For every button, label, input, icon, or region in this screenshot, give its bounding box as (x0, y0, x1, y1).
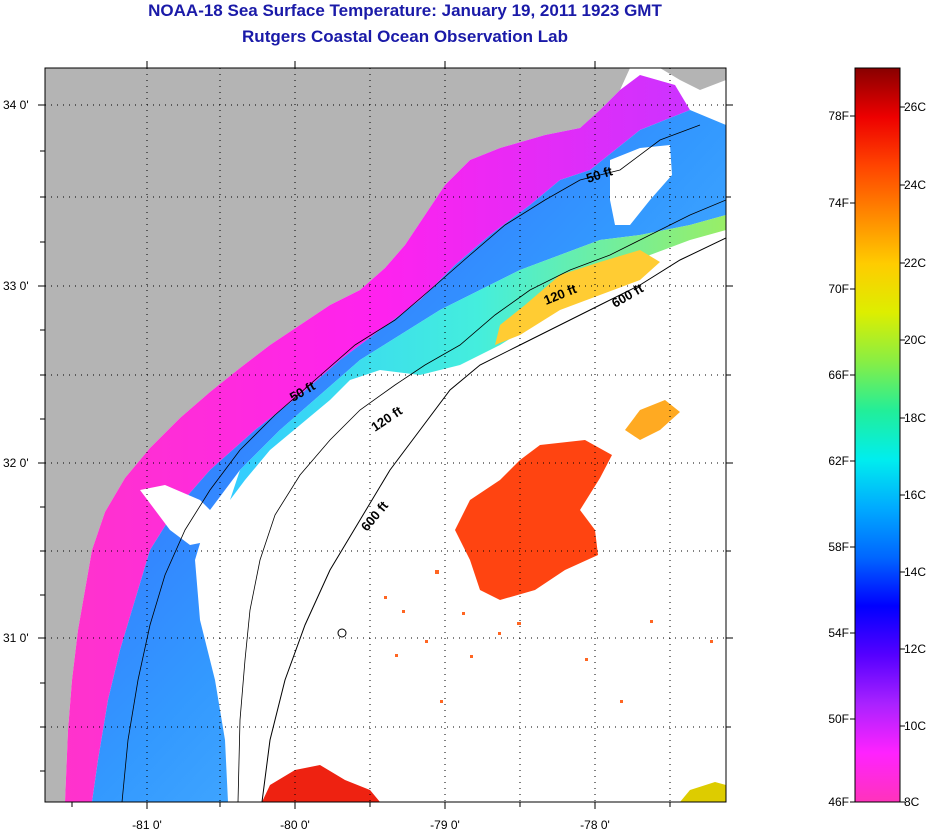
colorbar-f-label: 70F (828, 282, 849, 296)
sst-band-aqua (230, 215, 726, 500)
map-subtitle: Rutgers Coastal Ocean Observation Lab (242, 27, 568, 46)
colorbar-f-label: 50F (828, 712, 849, 726)
axis-ticks (38, 61, 733, 809)
lat-tick-label: 32 0' (3, 456, 29, 470)
no-data-gap-south (140, 485, 220, 545)
sst-band-cold-shelf (65, 75, 690, 802)
seamount-contour (337, 628, 347, 638)
land-outer-banks (660, 68, 726, 90)
colorbar-scale (854, 67, 901, 803)
no-data-gap-north (610, 145, 672, 225)
colorbar-c-label: 26C (904, 100, 926, 114)
lat-tick-label: 33 0' (3, 279, 29, 293)
colorbar-ticks (850, 106, 905, 803)
contour-600ft (261, 237, 726, 802)
lon-tick-label: -78 0' (580, 818, 610, 832)
lon-tick-label: -81 0' (132, 818, 162, 832)
colorbar-c-label: 22C (904, 256, 926, 270)
colorbar-c-label: 20C (904, 333, 926, 347)
colorbar-c-label: 18C (904, 411, 926, 425)
land-mass (45, 68, 630, 802)
sst-scatter-points (384, 570, 713, 703)
lon-tick-label: -80 0' (280, 818, 310, 832)
contour-50ft (121, 124, 701, 802)
colorbar-f-label: 54F (828, 626, 849, 640)
graticule (45, 68, 726, 802)
colorbar-f-label: 78F (828, 109, 849, 123)
lat-tick-label: 34 0' (3, 98, 29, 112)
map-title: NOAA-18 Sea Surface Temperature: January… (148, 1, 662, 20)
colorbar-f-label: 58F (828, 540, 849, 554)
colorbar-f-label: 74F (828, 196, 849, 210)
colorbar-c-label: 16C (904, 488, 926, 502)
lat-tick-label: 31 0' (3, 631, 29, 645)
colorbar-c-label: 14C (904, 565, 926, 579)
sst-warm-patch-north (495, 250, 660, 345)
colorbar-c-label: 24C (904, 178, 926, 192)
colorbar-c-label: 8C (904, 795, 920, 809)
sst-warm-patch-south (262, 765, 380, 802)
sst-warm-patch-central (455, 440, 612, 600)
map-frame (44, 67, 727, 803)
lon-tick-label: -79 0' (430, 818, 460, 832)
contour-120ft (237, 199, 726, 802)
colorbar-c-label: 12C (904, 642, 926, 656)
sst-warm-patch-se (680, 782, 726, 802)
colorbar-f-label: 46F (828, 795, 849, 809)
colorbar-c-label: 10C (904, 719, 926, 733)
colorbar-f-label: 66F (828, 368, 849, 382)
sst-warm-patch-east (625, 400, 680, 440)
colorbar-f-label: 62F (828, 454, 849, 468)
